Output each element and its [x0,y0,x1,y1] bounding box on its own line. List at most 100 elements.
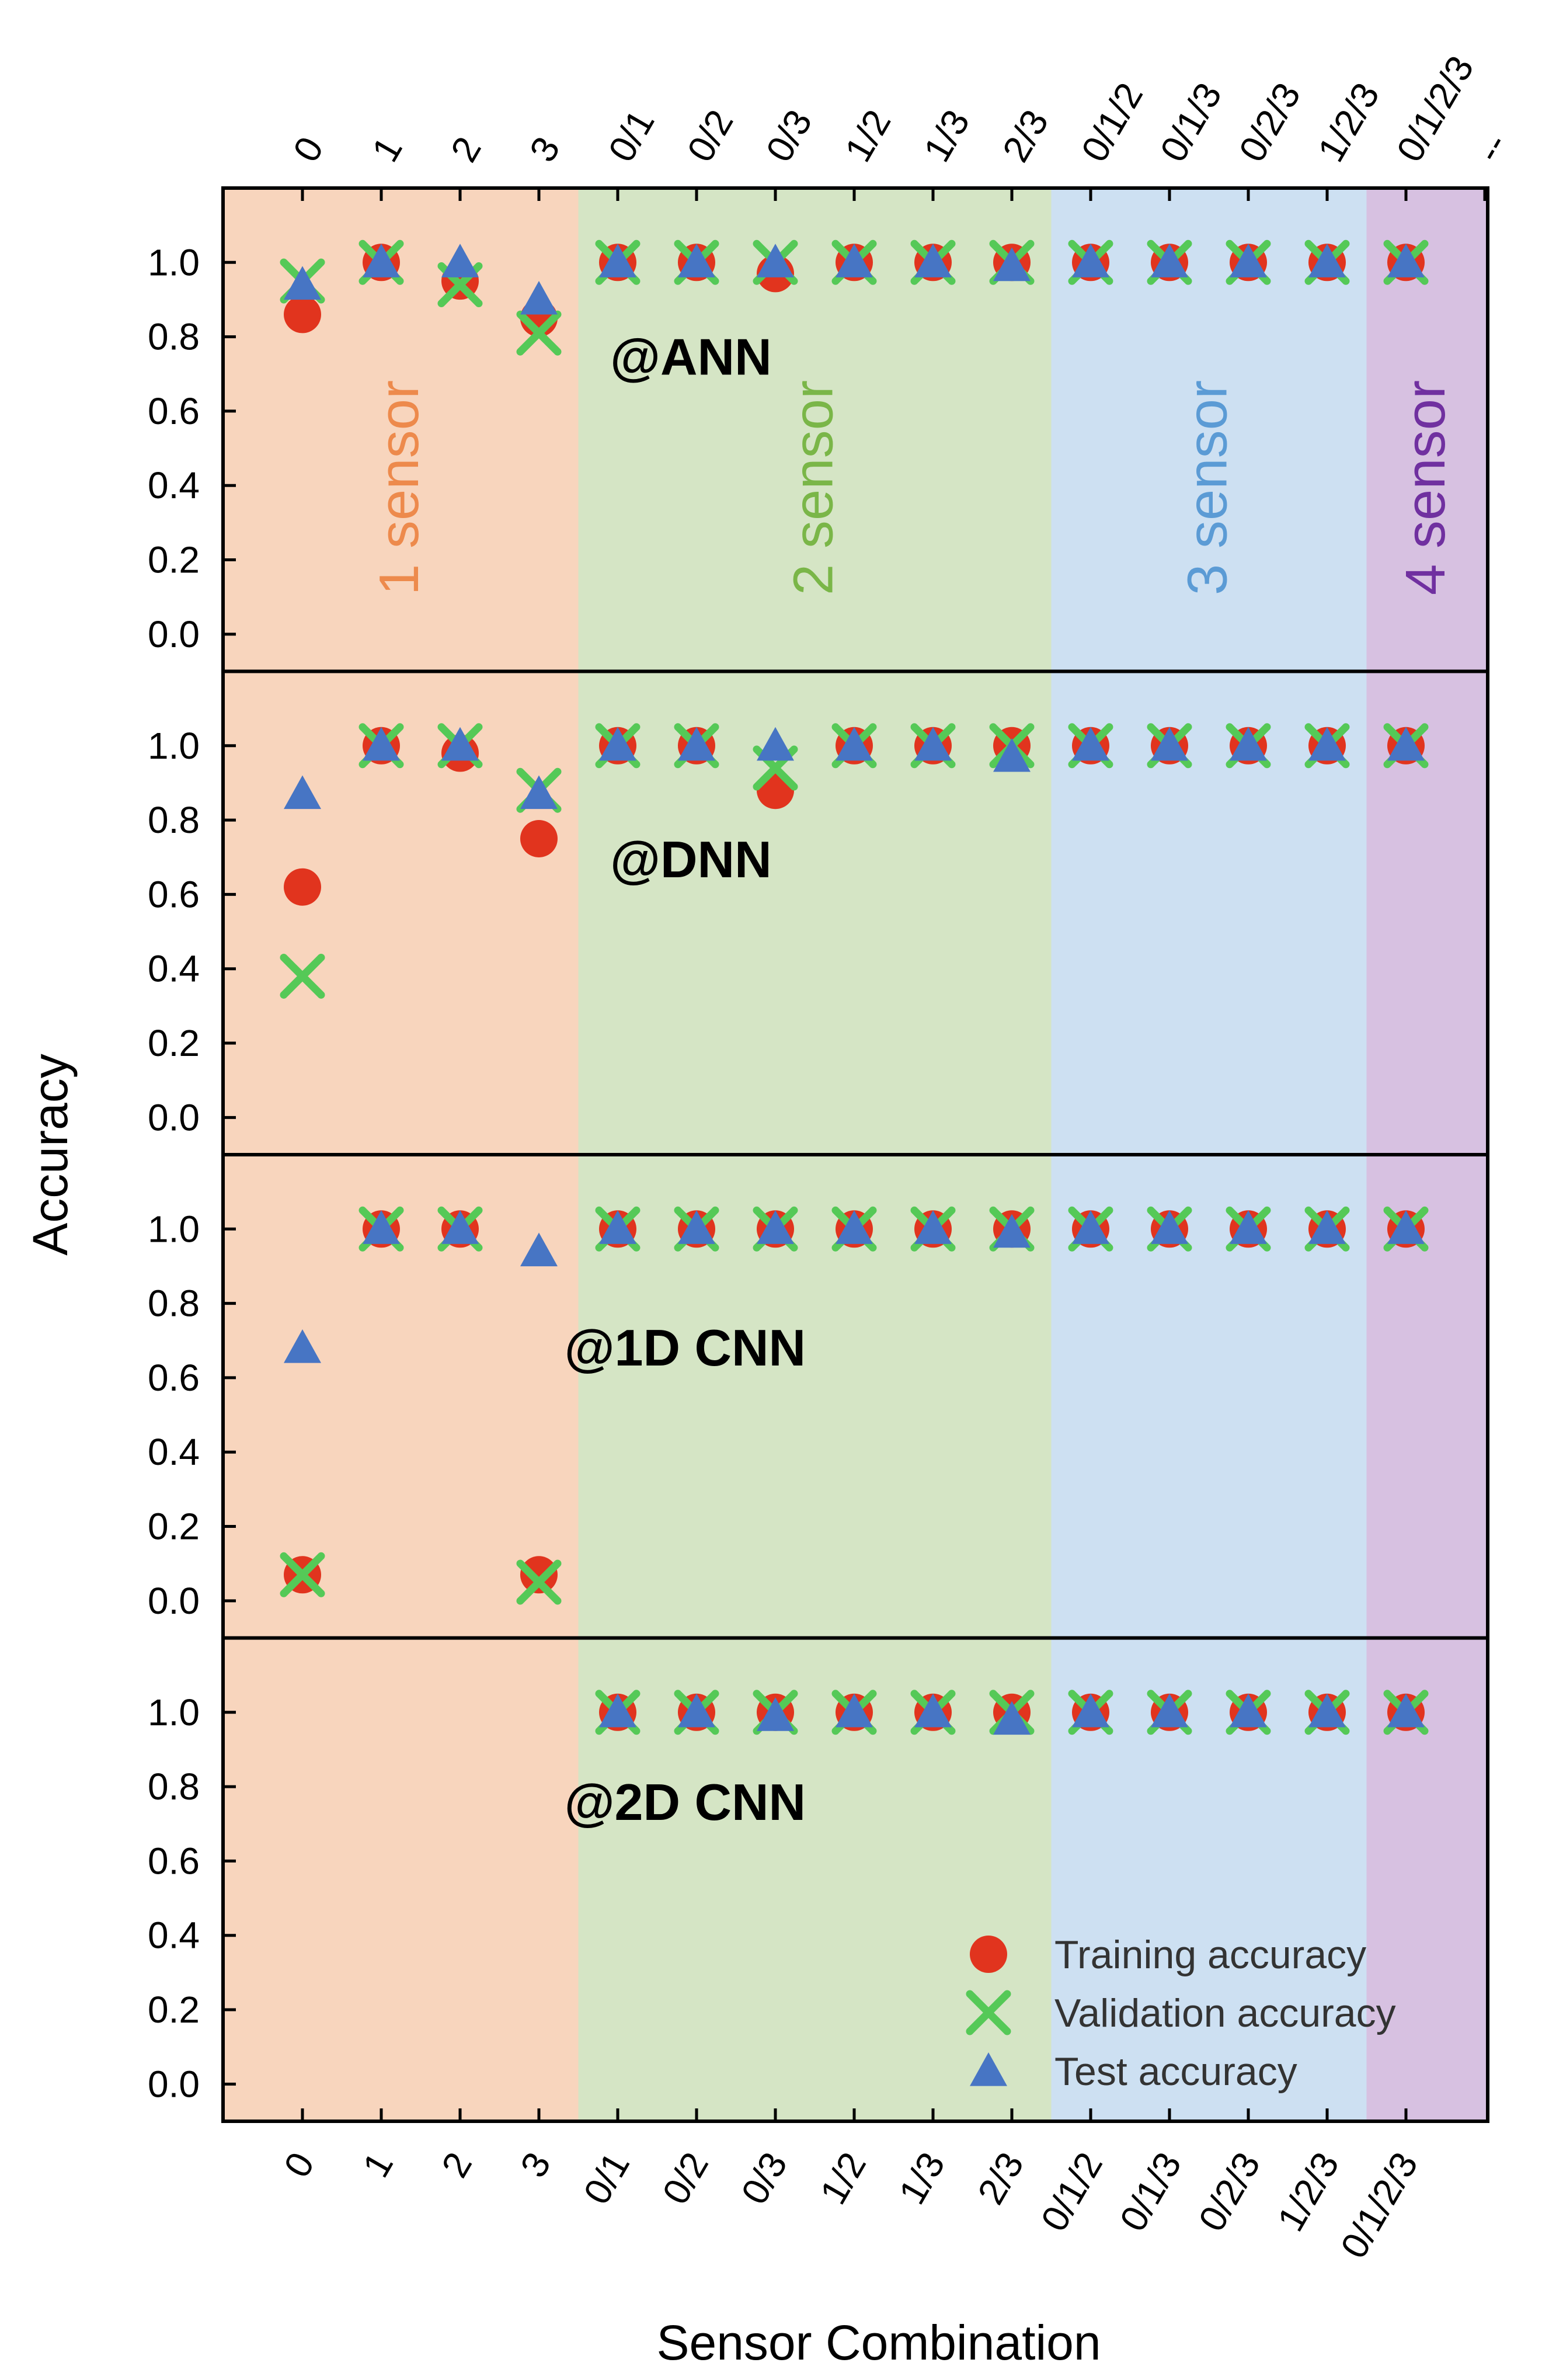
x-stroke [280,1552,325,1597]
test-point [678,1693,715,1728]
points-ann [280,239,1429,356]
top-x-tick-label: 1/3 [916,103,978,169]
top-x-tick-label: 1/2 [837,103,899,169]
data-points [280,239,1429,1735]
test-point [284,1329,321,1363]
region-label-4-sensor: 4 sensor [1394,380,1457,595]
y-tick-label: 0.2 [148,1022,200,1064]
y-tick-label: 0.0 [148,613,200,655]
top-x-tick-label: 0/1/3 [1152,76,1230,169]
test-point [757,1210,794,1244]
y-tick-label: 0.2 [148,1989,200,2031]
training-point [284,296,321,333]
test-point [1230,244,1267,277]
training-point [284,868,321,906]
bottom-x-tick-label: 0/3 [733,2145,795,2211]
test-point [993,738,1031,772]
y-tick-label: 0.6 [148,1840,200,1882]
bottom-x-tick-label: 0/1 [575,2145,638,2211]
test-point [599,727,636,761]
top-x-tick-label: -- [1467,126,1516,169]
test-point [363,1210,400,1244]
training-point [520,1556,558,1594]
panel-labels: @ANN @DNN @1D CNN @2D CNN [565,328,806,1831]
points-dnn [280,723,1429,999]
legend-validation-accuracy-marker [966,1990,1011,2035]
test-point [836,244,873,277]
top-x-tick-label: 0/2 [679,103,742,169]
bottom-x-tick-label: 3 [512,2145,559,2184]
y-tick-label: 0.6 [148,390,200,432]
test-point [993,1701,1031,1735]
bottom-x-tick-label: 0/1/3 [1112,2145,1190,2238]
legend-validation-accuracy-label: Validation accuracy [1054,1991,1396,2035]
bottom-x-tick-label: 1/3 [890,2145,953,2211]
test-point [363,727,400,761]
validation-point [280,953,325,999]
bottom-x-tick-label: 2 [433,2145,480,2184]
top-x-tick-label: 3 [521,130,568,169]
test-point [599,1210,636,1244]
test-point [678,727,715,761]
bottom-x-tick-label: 2/3 [969,2145,1032,2211]
test-point [1072,727,1109,761]
test-point [1387,727,1425,761]
panel-label-2d-cnn: @2D CNN [565,1773,806,1831]
x-stroke [516,310,562,356]
test-point [914,1693,952,1728]
top-x-tick-label: 0/1/2 [1073,76,1151,169]
y-tick-label: 0.0 [148,2063,200,2105]
x-stroke [516,1559,562,1605]
region-label-2-sensor: 2 sensor [782,380,845,595]
y-tick-label: 0.6 [148,1357,200,1399]
legend-test-accuracy-marker [970,2052,1007,2086]
bottom-x-tick-label: 0/2 [654,2145,716,2211]
test-point [993,1214,1031,1248]
bottom-x-tick-label: 0 [276,2145,322,2184]
test-point [1230,1210,1267,1244]
test-point [914,727,952,761]
validation-point [516,1559,562,1605]
y-tick-label: 0.8 [148,316,200,358]
y-tick-label: 0.4 [148,464,200,506]
bottom-x-tick-label: 0/1/2/3 [1332,2145,1426,2265]
bottom-x-tick-label: 1/2 [812,2145,874,2211]
test-point [284,775,321,809]
panel-label-dnn: @DNN [610,831,771,888]
test-point [441,244,479,277]
legend-test-accuracy-label: Test accuracy [1054,2049,1297,2094]
test-point [1072,1210,1109,1244]
y-tick-label: 1.0 [148,725,200,767]
y-tick-label: 0.4 [148,1431,200,1473]
test-point [836,727,873,761]
y-axis-title: Accuracy [23,1054,78,1255]
test-point [441,727,479,761]
test-point [914,1210,952,1244]
validation-point [280,1552,325,1597]
test-point [1308,1210,1346,1244]
test-point [520,775,558,809]
region-labels: 1 sensor 2 sensor 3 sensor 4 sensor [368,380,1457,595]
test-point [993,247,1031,282]
test-point [1230,727,1267,761]
y-tick-label: 0.8 [148,1283,200,1325]
test-point [757,1697,794,1731]
y-tick-label: 0.2 [148,539,200,581]
test-point [520,280,558,315]
top-x-tick-label: 0 [285,130,332,169]
region-label-3-sensor: 3 sensor [1176,380,1239,595]
bottom-x-tick-label: 0/1/2 [1033,2145,1111,2238]
test-point [1387,1693,1425,1728]
y-tick-label: 0.2 [148,1506,200,1548]
test-point [599,1693,636,1728]
top-x-tick-label: 1 [364,130,410,169]
legend: Training accuracy Validation accuracy Test… [966,1933,1396,2094]
legend-training-accuracy-marker [970,1936,1007,1973]
y-tick-label: 1.0 [148,1691,200,1733]
test-point [1387,1210,1425,1244]
top-x-tick-label: 1/2/3 [1310,76,1388,169]
test-point [1387,244,1425,277]
y-tick-label: 0.8 [148,1766,200,1808]
test-point [1230,1693,1267,1728]
panel-label-ann: @ANN [610,328,771,386]
